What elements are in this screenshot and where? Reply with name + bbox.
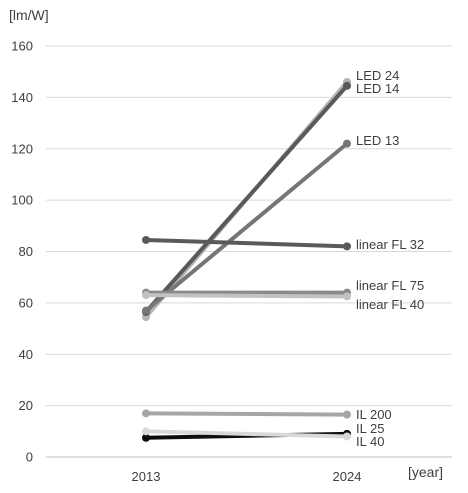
series-label-linear-fl-75: linear FL 75 [356, 278, 424, 293]
data-point-linear-fl-32-2013 [142, 235, 150, 244]
data-point-led-13-2024 [343, 139, 351, 148]
data-point-il-200-2024 [343, 410, 351, 419]
series-led-14 [142, 81, 351, 316]
y-axis-unit-label: [lm/W] [9, 7, 49, 23]
series-line-il-40 [144, 429, 349, 439]
y-tick-label: 140 [11, 90, 33, 105]
series-led-13 [142, 139, 351, 315]
series-line-led-13 [144, 141, 349, 313]
series-label-led-14: LED 14 [356, 81, 399, 96]
y-tick-label: 100 [11, 193, 33, 208]
y-axis-ticks: 0 20 40 60 80 100 120 140 160 [11, 39, 33, 465]
series-linear-fl-40 [142, 291, 351, 301]
data-point-il-40-2024 [343, 432, 351, 441]
series-label-linear-fl-40: linear FL 40 [356, 297, 424, 312]
data-point-il-200-2013 [142, 409, 150, 418]
data-point-linear-fl-32-2024 [343, 242, 351, 251]
y-tick-label: 0 [26, 450, 33, 465]
series-lines [142, 77, 351, 442]
data-point-il-25-2013 [142, 433, 150, 442]
series-label-led-24: LED 24 [356, 68, 399, 83]
data-point-led-14-2024 [343, 81, 351, 90]
series-label-led-13: LED 13 [356, 133, 399, 148]
series-label-il-40: IL 40 [356, 434, 384, 449]
series-line-il-200 [144, 411, 349, 417]
data-point-led-13-2013 [142, 306, 150, 315]
gridlines [46, 45, 452, 407]
data-point-linear-fl-40-2013 [142, 291, 150, 300]
series-linear-fl-32 [142, 235, 351, 251]
series-line-linear-fl-40 [144, 293, 349, 299]
x-tick-label: 2024 [333, 469, 362, 484]
y-tick-label: 80 [19, 244, 33, 259]
x-axis-ticks: 2013 2024 [132, 469, 362, 484]
y-tick-label: 120 [11, 141, 33, 156]
series-label-linear-fl-32: linear FL 32 [356, 237, 424, 252]
data-point-il-40-2013 [142, 427, 150, 436]
x-tick-label: 2013 [132, 469, 161, 484]
series-il-200 [142, 409, 351, 419]
y-tick-label: 40 [19, 347, 33, 362]
x-axis-unit-label: [year] [408, 464, 443, 480]
y-tick-label: 160 [11, 39, 33, 54]
series-il-40 [142, 427, 351, 441]
series-label-il-25: IL 25 [356, 421, 384, 436]
series-line-linear-fl-32 [144, 237, 349, 249]
y-tick-label: 60 [19, 295, 33, 310]
y-tick-label: 20 [19, 398, 33, 413]
series-label-il-200: IL 200 [356, 407, 392, 422]
series-line-led-14 [144, 83, 349, 314]
data-point-linear-fl-40-2024 [343, 292, 351, 301]
